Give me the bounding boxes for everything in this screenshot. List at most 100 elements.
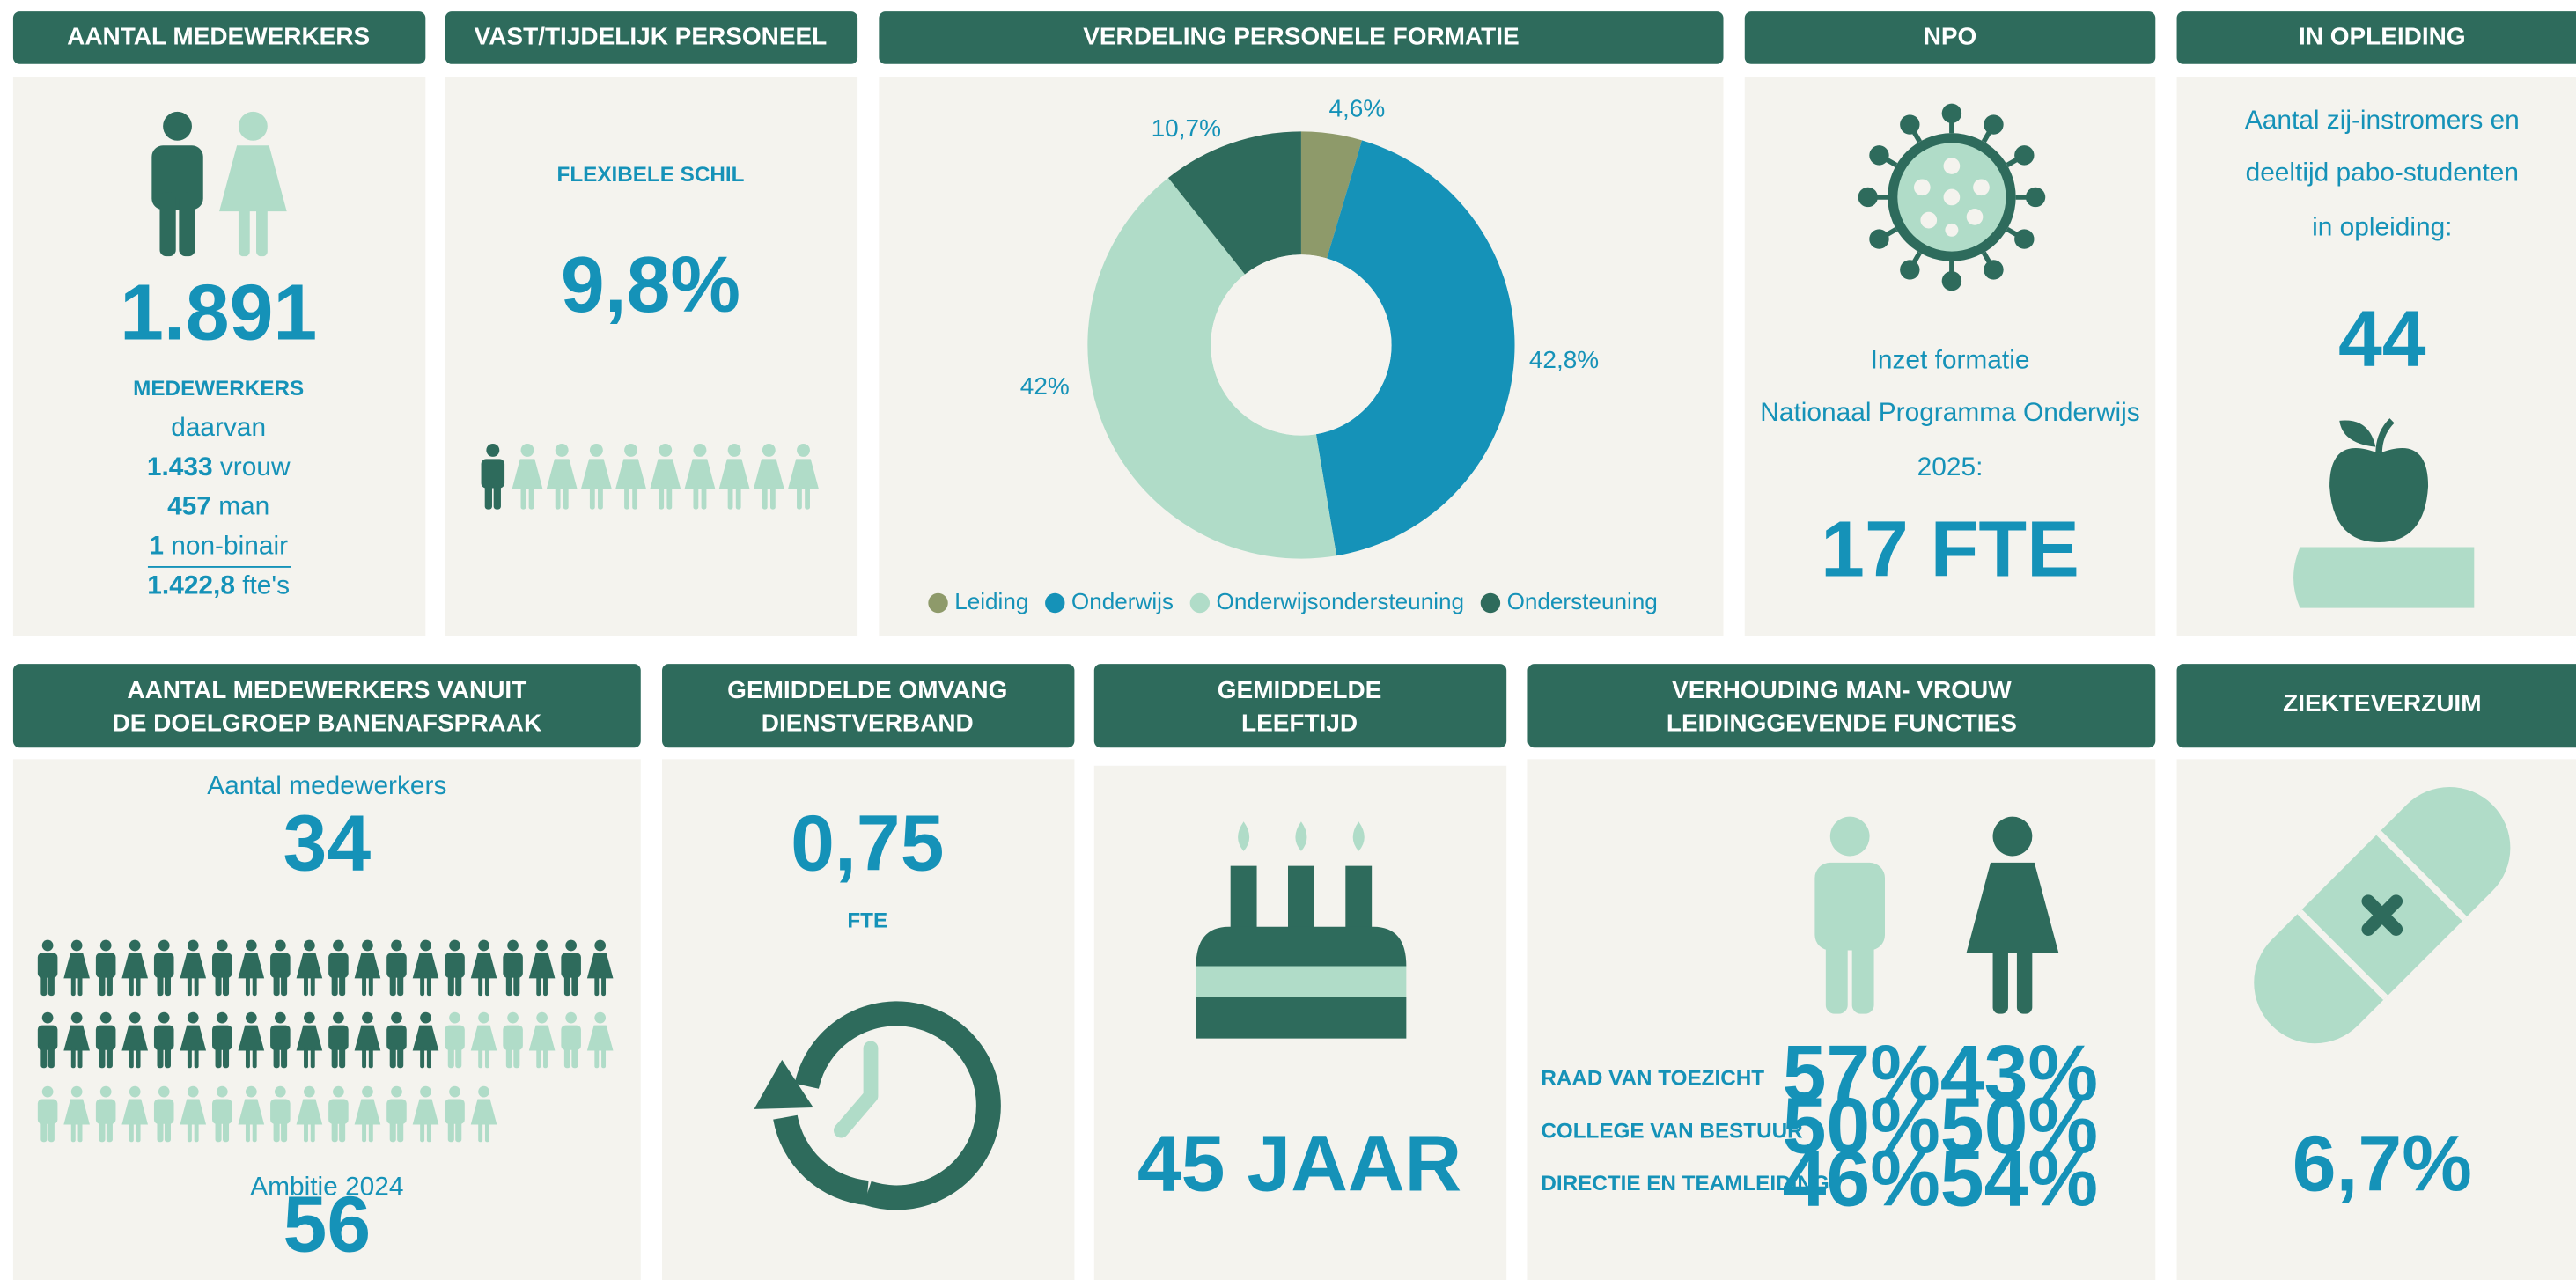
leg: [632, 486, 638, 510]
head: [420, 1011, 431, 1024]
text: daarvan: [171, 413, 266, 442]
woman-icon: [180, 939, 207, 997]
spike-tip: [1869, 229, 1889, 249]
leg: [40, 1117, 48, 1143]
dress: [586, 1025, 614, 1051]
leg: [659, 486, 665, 510]
dress: [180, 1099, 207, 1125]
dress: [718, 459, 750, 489]
dress: [238, 1025, 265, 1051]
donut-segment: [1300, 131, 1363, 259]
count-line: 1 non-binair: [149, 531, 288, 560]
head: [41, 1085, 54, 1098]
dot: [1920, 211, 1938, 229]
cake-top: [1196, 926, 1407, 967]
head: [507, 1011, 519, 1024]
man-icon: [153, 1085, 174, 1143]
dress: [63, 953, 90, 979]
man-icon: [270, 1011, 291, 1069]
head: [624, 443, 638, 457]
leg: [447, 970, 454, 997]
head: [486, 443, 500, 457]
leg: [362, 1122, 367, 1143]
panel: [2176, 77, 2576, 636]
head: [478, 939, 489, 952]
body: [212, 1025, 232, 1050]
count-label: man: [218, 492, 269, 521]
man-icon: [503, 939, 523, 997]
leg: [1992, 943, 2008, 1014]
leg: [478, 975, 483, 997]
dot: [1943, 188, 1961, 206]
leg: [505, 970, 512, 997]
spike-tip: [1900, 260, 1920, 280]
clock-ring: [794, 1001, 1001, 1210]
leg: [215, 970, 222, 997]
woman-icon: [470, 939, 497, 997]
woman-icon: [586, 1011, 614, 1069]
head: [420, 939, 431, 952]
header: [2176, 11, 2576, 64]
man-share: 50%: [1783, 1082, 1940, 1170]
woman-icon: [180, 1085, 207, 1143]
leg: [493, 480, 501, 510]
data-label: 42%: [1020, 372, 1070, 400]
text: deeltijd pabo-studenten: [2246, 158, 2519, 188]
donut-segment: [1315, 140, 1515, 556]
header: [1527, 664, 2156, 748]
donut-segment: [1167, 131, 1301, 275]
flame: [1238, 821, 1365, 851]
dot: [1943, 158, 1961, 174]
leg: [563, 486, 569, 510]
leg: [389, 1117, 396, 1143]
head: [41, 939, 54, 952]
header-title: AANTAL MEDEWERKERS: [67, 22, 370, 49]
leg: [164, 970, 171, 997]
leg: [368, 1048, 373, 1069]
bandage-icon: [2254, 787, 2511, 1044]
text: Nationaal Programma Onderwijs: [1760, 398, 2139, 427]
head: [238, 111, 268, 141]
head: [727, 443, 741, 457]
woman-icon: [586, 939, 614, 997]
dress: [528, 953, 556, 979]
header-title: DIENSTVERBAND: [762, 710, 974, 737]
count-label: vrouw: [220, 452, 291, 482]
spike-tip: [1984, 260, 2004, 280]
leg: [331, 1043, 338, 1069]
leg: [48, 970, 55, 997]
virus-icon: [1858, 103, 2046, 291]
woman-icon: [354, 1085, 381, 1143]
spike-tip: [2014, 229, 2035, 249]
leg: [420, 1122, 425, 1143]
legend-label: Onderwijsondersteuning: [1217, 588, 1465, 614]
leg: [420, 975, 425, 997]
body: [95, 1099, 116, 1124]
leg: [256, 204, 268, 257]
head: [304, 1011, 315, 1024]
head: [693, 443, 707, 457]
head: [333, 939, 344, 952]
count: 457: [167, 492, 211, 521]
woman-icon: [121, 1011, 149, 1069]
dress: [753, 459, 784, 489]
body: [386, 1025, 407, 1050]
leg: [1851, 926, 1874, 1014]
row-label: RAAD VAN TOEZICHT: [1541, 1067, 1764, 1091]
head: [362, 1085, 373, 1098]
head: [41, 1011, 54, 1024]
apple: [2329, 448, 2429, 542]
unit: FTE: [847, 909, 887, 933]
leg: [735, 486, 741, 510]
dress: [296, 953, 323, 979]
head: [129, 1011, 141, 1024]
dress: [470, 1099, 497, 1125]
man-icon: [386, 1011, 407, 1069]
count: 1.433: [147, 452, 213, 482]
apple-icon: [2293, 418, 2475, 608]
woman-icon: [238, 939, 265, 997]
woman-icon: [180, 1011, 207, 1069]
dress: [238, 1099, 265, 1125]
leg: [70, 1048, 76, 1069]
leg: [727, 486, 733, 510]
